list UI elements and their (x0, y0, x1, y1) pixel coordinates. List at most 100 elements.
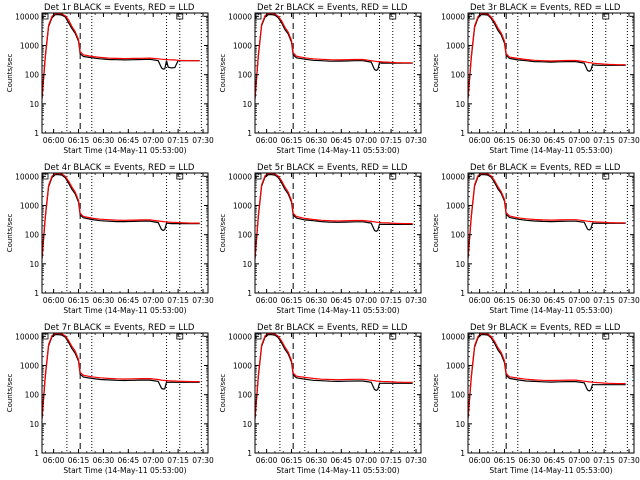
x-tick-label: 06:45 (544, 456, 566, 465)
x-tick-label: 06:45 (331, 456, 353, 465)
y-tick-label: 1000 (20, 201, 39, 210)
y-tick-label: 1000 (446, 201, 465, 210)
x-tick-label: 07:30 (405, 296, 427, 305)
x-tick-label: 07:00 (142, 136, 164, 145)
chart-title: Det 3r BLACK = Events, RED = LLD (470, 3, 621, 13)
x-axis-title: Start Time (14-May-11 05:53:00) (276, 306, 399, 315)
series-line-events (42, 14, 200, 99)
legend-square-right (602, 173, 610, 180)
y-tick-label: 1 (247, 289, 252, 298)
detector-chart-5: Det 5r BLACK = Events, RED = LLD 1 10 100 10… (219, 163, 427, 315)
y-tick-label: 100 (25, 231, 40, 240)
x-tick-label: 06:30 (519, 296, 541, 305)
plot-frame (467, 172, 635, 294)
chart-title: Det 6r BLACK = Events, RED = LLD (470, 163, 621, 173)
x-tick-label: 06:30 (93, 136, 115, 145)
x-tick-label: 06:00 (43, 296, 65, 305)
y-tick-label: 1 (460, 449, 465, 458)
chart-title: Det 4r BLACK = Events, RED = LLD (44, 163, 195, 173)
x-tick-label: 06:00 (43, 456, 65, 465)
y-axis-title: Counts/sec (219, 214, 227, 253)
detector-chart-8: Det 8r BLACK = Events, RED = LLD 1 10 100 10… (219, 323, 427, 475)
x-tick-label: 07:30 (405, 136, 427, 145)
x-tick-label: 06:00 (256, 296, 278, 305)
x-tick-label: 07:15 (380, 456, 402, 465)
series-line-lld (255, 333, 413, 419)
plot-frame (254, 12, 422, 134)
x-tick-label: 07:00 (142, 456, 164, 465)
plot-frame (41, 12, 209, 134)
x-tick-label: 06:30 (306, 296, 328, 305)
series-line-events (468, 174, 626, 259)
y-tick-label: 100 (25, 391, 40, 400)
x-tick-label: 06:15 (281, 456, 303, 465)
y-axis-title: Counts/sec (6, 214, 14, 253)
x-tick-label: 06:30 (519, 136, 541, 145)
y-tick-label: 10000 (228, 12, 252, 21)
y-tick-label: 1 (34, 449, 39, 458)
x-tick-label: 07:15 (167, 456, 189, 465)
y-tick-label: 1000 (20, 41, 39, 50)
legend-square-right (176, 13, 184, 20)
x-tick-label: 07:15 (167, 296, 189, 305)
chart-title: Det 7r BLACK = Events, RED = LLD (44, 323, 195, 333)
y-tick-label: 10000 (441, 12, 465, 21)
detector-chart-7: Det 7r BLACK = Events, RED = LLD 1 10 100 10… (6, 323, 214, 475)
x-tick-label: 06:15 (494, 136, 516, 145)
x-axis-title: Start Time (14-May-11 05:53:00) (63, 146, 186, 155)
y-tick-label: 10000 (15, 332, 39, 341)
x-tick-label: 06:45 (544, 136, 566, 145)
y-tick-label: 1 (460, 129, 465, 138)
y-axis-title: Counts/sec (6, 54, 14, 93)
x-tick-label: 07:00 (568, 136, 590, 145)
x-axis-title: Start Time (14-May-11 05:53:00) (489, 306, 612, 315)
x-tick-label: 06:15 (68, 456, 90, 465)
x-tick-label: 06:15 (494, 296, 516, 305)
y-tick-label: 100 (451, 391, 466, 400)
x-tick-label: 06:30 (519, 456, 541, 465)
plot-frame (41, 332, 209, 454)
detector-chart-1: Det 1r BLACK = Events, RED = LLD 1 10 100 10… (6, 3, 214, 155)
series-line-events (255, 174, 413, 259)
x-tick-label: 07:00 (568, 456, 590, 465)
y-tick-label: 100 (25, 71, 40, 80)
x-tick-label: 07:15 (167, 136, 189, 145)
y-tick-label: 100 (238, 391, 253, 400)
y-tick-label: 100 (238, 231, 253, 240)
y-tick-label: 1 (34, 129, 39, 138)
y-tick-label: 10000 (228, 172, 252, 181)
x-tick-label: 06:45 (118, 296, 140, 305)
y-tick-label: 10000 (228, 332, 252, 341)
x-tick-label: 06:15 (281, 296, 303, 305)
series-line-lld (42, 173, 200, 259)
y-tick-label: 1000 (233, 201, 252, 210)
y-axis-title: Counts/sec (432, 54, 440, 93)
y-tick-label: 1 (460, 289, 465, 298)
x-tick-label: 06:30 (93, 296, 115, 305)
x-tick-label: 06:00 (256, 136, 278, 145)
y-tick-label: 10000 (15, 12, 39, 21)
chart-title: Det 9r BLACK = Events, RED = LLD (470, 323, 621, 333)
x-tick-label: 07:30 (192, 456, 214, 465)
x-tick-label: 06:45 (118, 456, 140, 465)
y-tick-label: 100 (451, 71, 466, 80)
y-tick-label: 10 (455, 420, 465, 429)
series-line-events (42, 174, 200, 259)
x-axis-title: Start Time (14-May-11 05:53:00) (489, 146, 612, 155)
x-tick-label: 06:45 (544, 296, 566, 305)
x-tick-label: 06:00 (469, 456, 491, 465)
y-tick-label: 1 (34, 289, 39, 298)
x-tick-label: 06:15 (68, 296, 90, 305)
x-axis-title: Start Time (14-May-11 05:53:00) (276, 146, 399, 155)
y-tick-label: 1 (247, 449, 252, 458)
y-tick-label: 10 (242, 100, 252, 109)
series-line-lld (468, 13, 626, 99)
y-tick-label: 10 (455, 260, 465, 269)
x-tick-label: 07:30 (618, 456, 640, 465)
x-tick-label: 07:15 (380, 296, 402, 305)
plot-frame (467, 332, 635, 454)
x-tick-label: 06:15 (68, 136, 90, 145)
y-tick-label: 10000 (441, 172, 465, 181)
y-axis-title: Counts/sec (219, 374, 227, 413)
y-tick-label: 10 (242, 420, 252, 429)
